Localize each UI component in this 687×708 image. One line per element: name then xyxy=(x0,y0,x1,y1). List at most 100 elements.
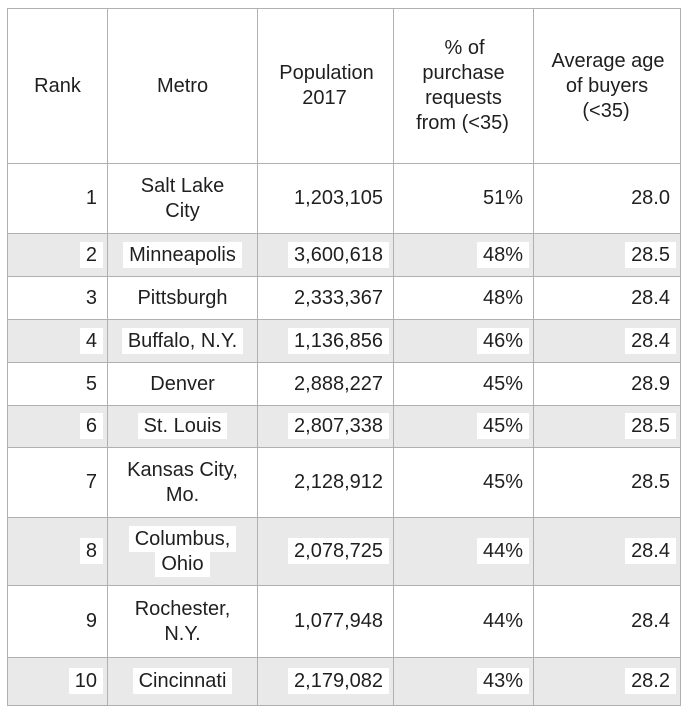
cell-avg_age: 28.2 xyxy=(533,657,681,706)
cell-metro: Buffalo, N.Y. xyxy=(107,319,258,363)
metro-ranking-table: Rank Metro Population 2017 % of purchase re… xyxy=(7,8,681,706)
column-header-label: Average age of buyers (<35) xyxy=(551,49,665,122)
cell-value-metro: Buffalo, N.Y. xyxy=(121,327,244,354)
cell-population: 2,128,912 xyxy=(257,447,394,518)
cell-value-population: 2,078,725 xyxy=(288,538,389,564)
table-header: Rank Metro Population 2017 % of purchase re… xyxy=(7,8,681,164)
cell-metro: St. Louis xyxy=(107,405,258,448)
cell-value-avg_age: 28.4 xyxy=(625,538,676,564)
cell-value-population: 2,888,227 xyxy=(288,370,389,397)
cell-value-population: 1,136,856 xyxy=(288,327,389,354)
cell-value-rank: 10 xyxy=(68,668,103,694)
column-header-avg_age: Average age of buyers (<35) xyxy=(533,8,681,164)
table-row-9: 9 Rochester, N.Y. 1,077,948 44% 28.4 xyxy=(7,585,681,658)
cell-pct: 48% xyxy=(393,233,534,277)
cell-value-metro: Columbus, Ohio xyxy=(128,525,237,577)
header-row: Rank Metro Population 2017 % of purchase re… xyxy=(7,8,681,164)
cell-value-metro: Minneapolis xyxy=(123,241,242,268)
cell-avg_age: 28.0 xyxy=(533,163,681,234)
column-header-rank: Rank xyxy=(7,8,108,164)
cell-value-avg_age: 28.4 xyxy=(625,284,676,311)
table-row-2: 2 Minneapolis 3,600,618 48% 28.5 xyxy=(7,233,681,277)
cell-value-population: 2,333,367 xyxy=(288,284,389,311)
cell-rank: 3 xyxy=(7,276,108,320)
cell-value-population: 2,179,082 xyxy=(288,668,389,694)
cell-metro: Kansas City, Mo. xyxy=(107,447,258,518)
cell-value-metro: Rochester, N.Y. xyxy=(128,595,237,647)
cell-value-avg_age: 28.2 xyxy=(625,668,676,694)
cell-rank: 8 xyxy=(7,517,108,586)
cell-pct: 45% xyxy=(393,405,534,448)
cell-population: 2,888,227 xyxy=(257,362,394,406)
cell-population: 2,807,338 xyxy=(257,405,394,448)
table-row-7: 7 Kansas City, Mo. 2,128,912 45% 28.5 xyxy=(7,447,681,518)
cell-value-avg_age: 28.4 xyxy=(625,327,676,354)
table-row-5: 5 Denver 2,888,227 45% 28.9 xyxy=(7,362,681,406)
cell-value-pct: 48% xyxy=(476,241,529,268)
cell-value-avg_age: 28.5 xyxy=(625,241,676,268)
cell-value-avg_age: 28.4 xyxy=(625,608,676,634)
cell-avg_age: 28.4 xyxy=(533,585,681,658)
cell-avg_age: 28.5 xyxy=(533,447,681,518)
cell-pct: 43% xyxy=(393,657,534,706)
column-header-label: Metro xyxy=(156,74,209,97)
table-row-10: 10 Cincinnati 2,179,082 43% 28.2 xyxy=(7,657,681,706)
table-row-1: 1 Salt Lake City 1,203,105 51% 28.0 xyxy=(7,163,681,234)
cell-avg_age: 28.5 xyxy=(533,405,681,448)
cell-metro: Minneapolis xyxy=(107,233,258,277)
cell-pct: 45% xyxy=(393,362,534,406)
cell-value-metro: Cincinnati xyxy=(132,668,233,694)
cell-value-avg_age: 28.5 xyxy=(625,413,676,439)
cell-value-avg_age: 28.9 xyxy=(625,370,676,397)
cell-value-pct: 44% xyxy=(476,538,529,564)
cell-rank: 2 xyxy=(7,233,108,277)
cell-value-metro: St. Louis xyxy=(137,413,228,439)
cell-population: 2,179,082 xyxy=(257,657,394,706)
cell-population: 3,600,618 xyxy=(257,233,394,277)
cell-value-population: 2,807,338 xyxy=(288,413,389,439)
cell-population: 1,136,856 xyxy=(257,319,394,363)
cell-pct: 48% xyxy=(393,276,534,320)
cell-rank: 4 xyxy=(7,319,108,363)
cell-value-population: 1,077,948 xyxy=(288,608,389,634)
cell-value-rank: 1 xyxy=(79,185,103,211)
cell-avg_age: 28.9 xyxy=(533,362,681,406)
cell-population: 1,203,105 xyxy=(257,163,394,234)
cell-value-rank: 7 xyxy=(79,469,103,495)
cell-metro: Rochester, N.Y. xyxy=(107,585,258,658)
cell-pct: 46% xyxy=(393,319,534,363)
cell-rank: 9 xyxy=(7,585,108,658)
column-header-pct: % of purchase requests from (<35) xyxy=(393,8,534,164)
cell-rank: 7 xyxy=(7,447,108,518)
cell-rank: 5 xyxy=(7,362,108,406)
cell-value-avg_age: 28.0 xyxy=(625,185,676,211)
cell-value-rank: 8 xyxy=(79,538,103,564)
cell-value-metro: Pittsburgh xyxy=(131,284,234,311)
cell-value-rank: 9 xyxy=(79,608,103,634)
cell-value-population: 1,203,105 xyxy=(288,185,389,211)
page: Rank Metro Population 2017 % of purchase re… xyxy=(0,8,687,706)
cell-avg_age: 28.4 xyxy=(533,517,681,586)
cell-value-population: 3,600,618 xyxy=(288,241,389,268)
cell-value-metro: Salt Lake City xyxy=(134,172,231,224)
cell-metro: Salt Lake City xyxy=(107,163,258,234)
cell-metro: Cincinnati xyxy=(107,657,258,706)
table-row-4: 4 Buffalo, N.Y. 1,136,856 46% 28.4 xyxy=(7,319,681,363)
column-header-metro: Metro xyxy=(107,8,258,164)
table-body: 1 Salt Lake City 1,203,105 51% 28.0 2 Minneapo… xyxy=(7,163,681,706)
cell-pct: 44% xyxy=(393,517,534,586)
cell-value-pct: 44% xyxy=(476,608,529,634)
cell-population: 1,077,948 xyxy=(257,585,394,658)
cell-value-rank: 3 xyxy=(79,284,103,311)
cell-value-rank: 6 xyxy=(79,413,103,439)
cell-value-pct: 48% xyxy=(476,284,529,311)
cell-value-population: 2,128,912 xyxy=(288,469,389,495)
cell-value-rank: 2 xyxy=(79,241,103,268)
cell-avg_age: 28.4 xyxy=(533,276,681,320)
cell-population: 2,333,367 xyxy=(257,276,394,320)
cell-pct: 51% xyxy=(393,163,534,234)
cell-pct: 45% xyxy=(393,447,534,518)
cell-value-rank: 5 xyxy=(79,370,103,397)
cell-avg_age: 28.5 xyxy=(533,233,681,277)
cell-rank: 1 xyxy=(7,163,108,234)
